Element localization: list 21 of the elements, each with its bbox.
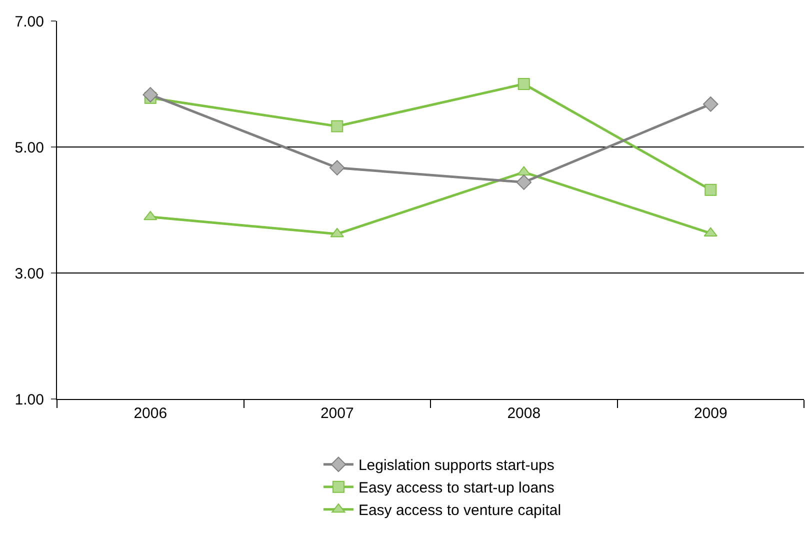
legend-label: Easy access to start-up loans bbox=[358, 480, 554, 497]
y-tick-label: 7.00 bbox=[14, 13, 44, 30]
legend-label: Legislation supports start-ups bbox=[358, 457, 554, 474]
point bbox=[329, 160, 345, 176]
x-tick-label: 2009 bbox=[694, 405, 728, 422]
y-tick-label: 5.00 bbox=[14, 139, 44, 156]
y-tick-label: 1.00 bbox=[14, 391, 44, 408]
point bbox=[330, 228, 344, 238]
point bbox=[144, 210, 158, 220]
point bbox=[704, 184, 717, 196]
point bbox=[704, 227, 718, 237]
x-tick-label: 2006 bbox=[134, 405, 168, 422]
point bbox=[518, 78, 530, 90]
point bbox=[142, 87, 158, 102]
x-tick-label: 2008 bbox=[507, 405, 541, 422]
legend-label: Easy access to venture capital bbox=[358, 502, 562, 520]
point bbox=[331, 120, 344, 132]
point bbox=[516, 174, 532, 190]
x-tick-label: 2007 bbox=[320, 405, 354, 422]
y-tick-label: 3.00 bbox=[14, 265, 44, 282]
point bbox=[702, 96, 718, 112]
